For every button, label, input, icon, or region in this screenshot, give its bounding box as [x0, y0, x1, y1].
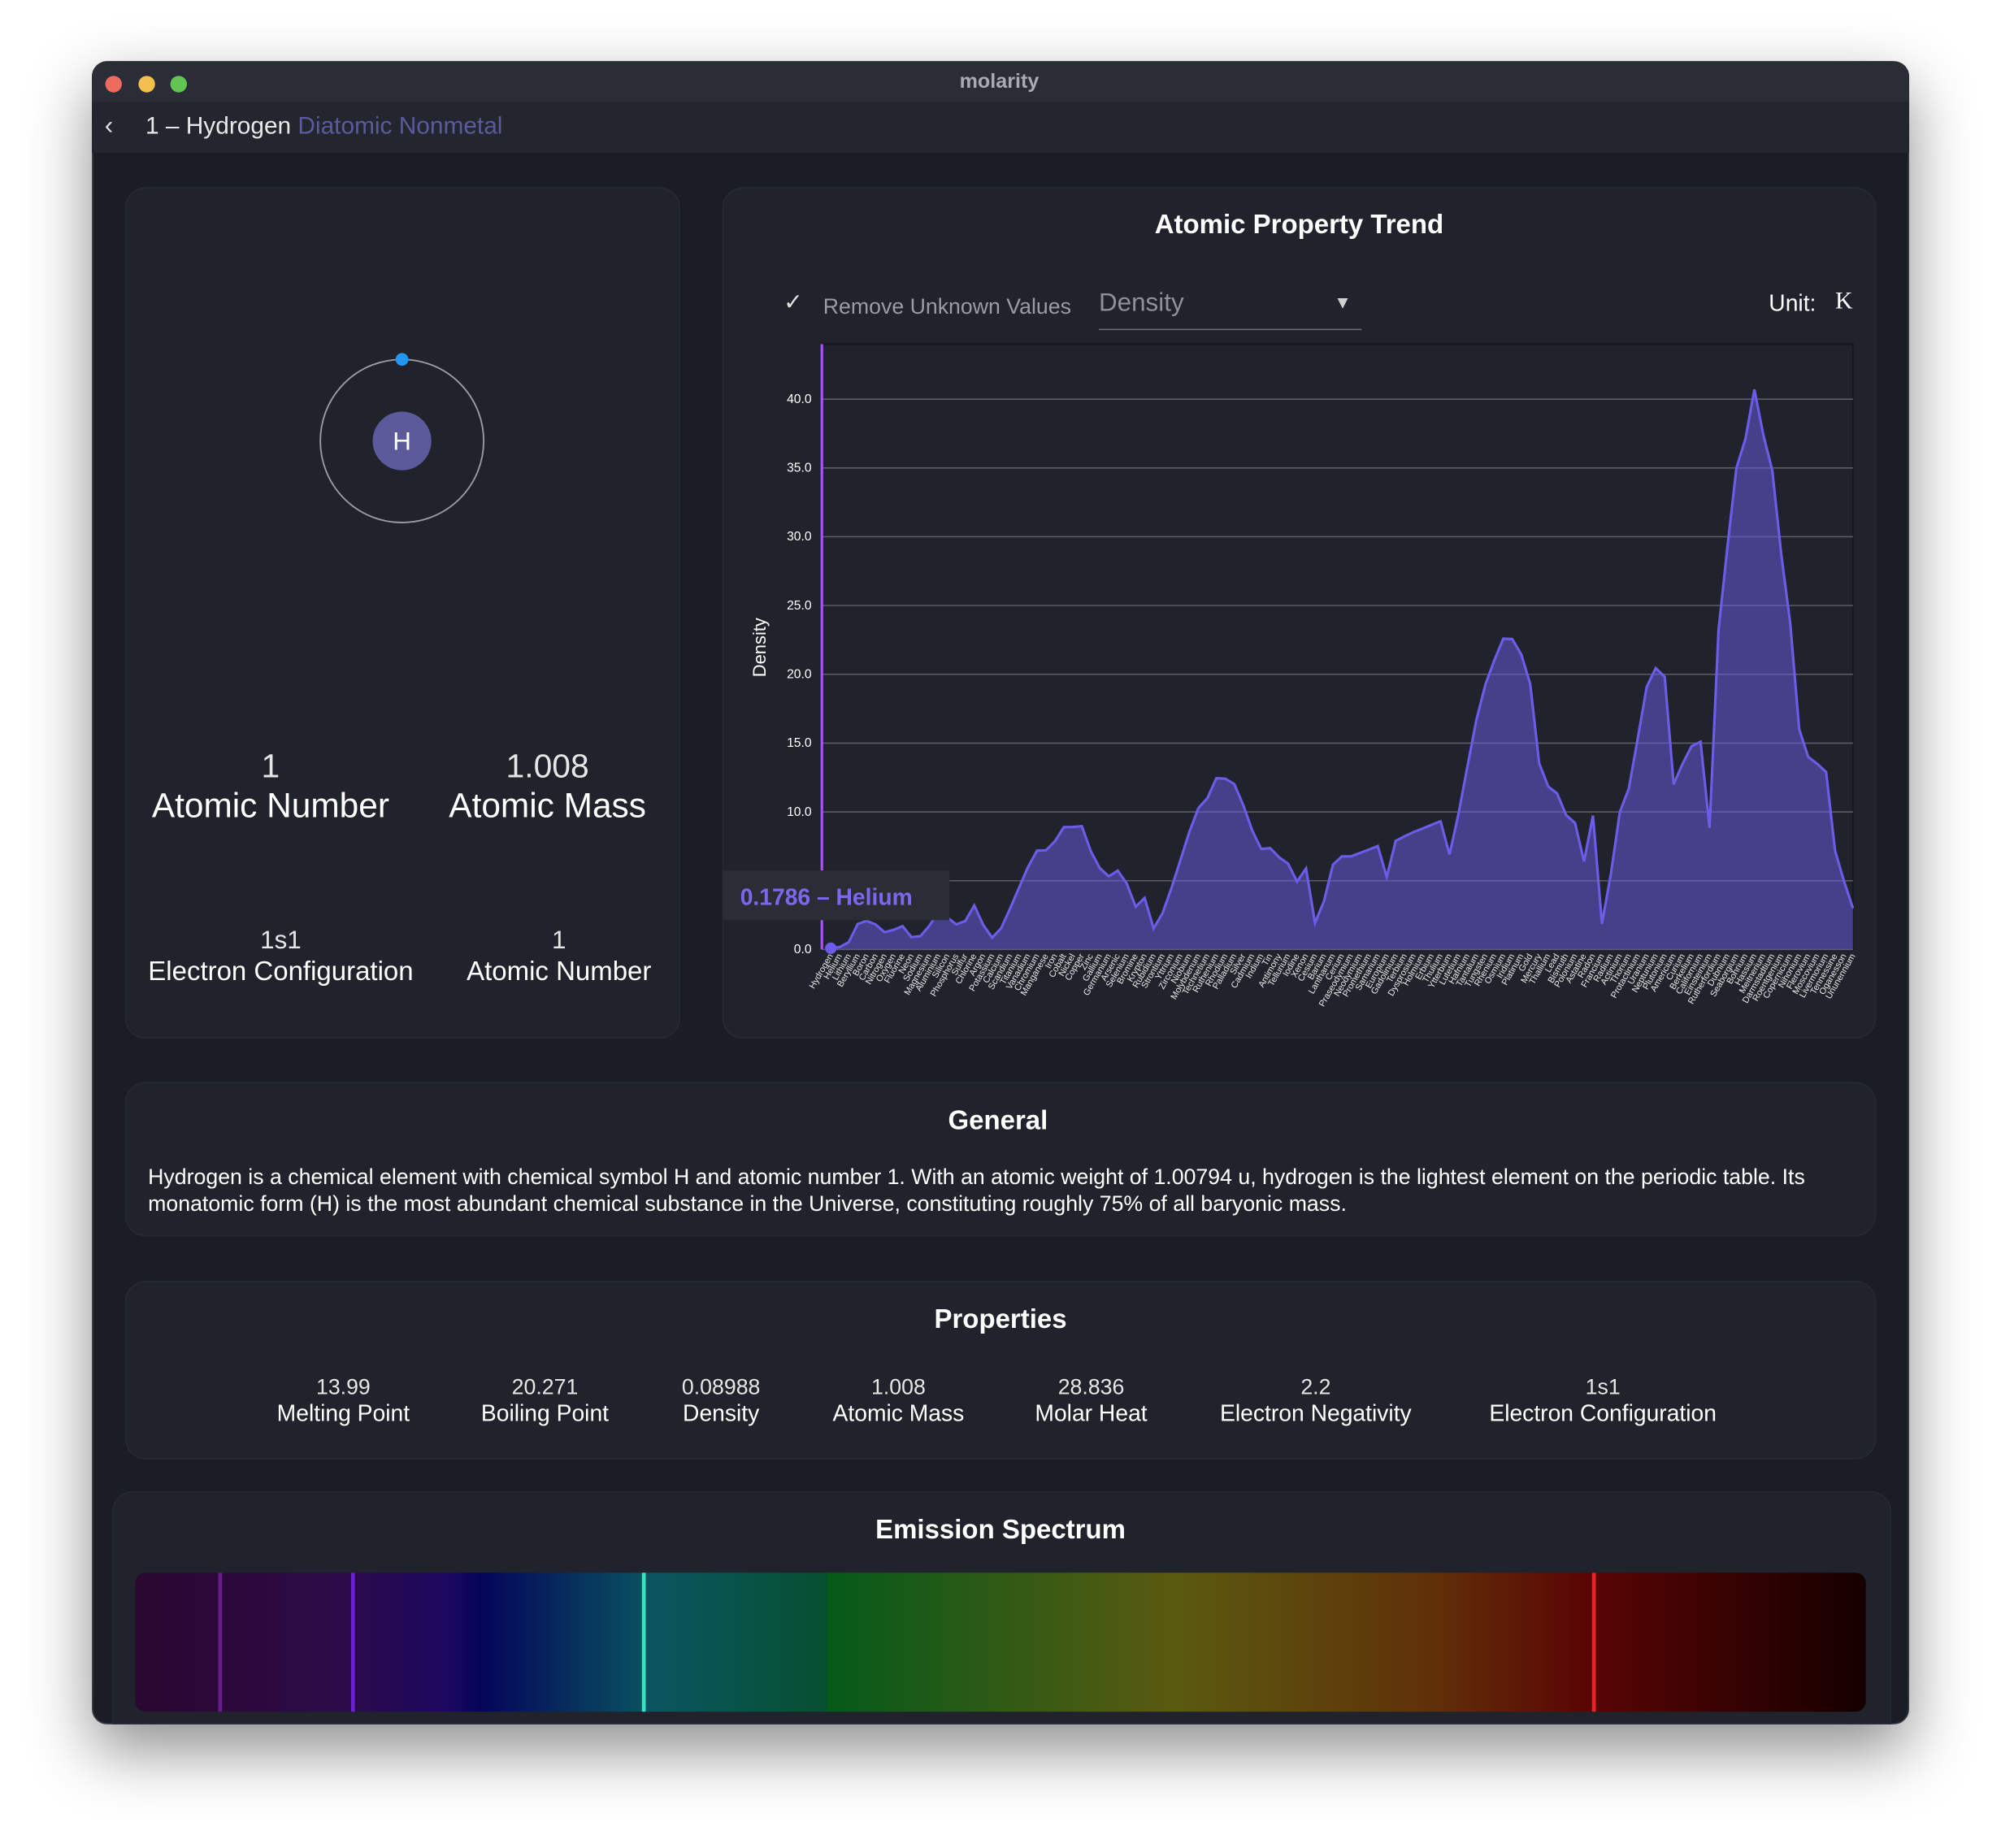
properties-title: Properties [934, 1304, 1067, 1335]
chart-title: Atomic Property Trend [1154, 210, 1444, 240]
property-value: 28.836 [1057, 1375, 1125, 1399]
property-value: 2.2 [1300, 1375, 1331, 1399]
dropdown-value: Density [1098, 289, 1184, 318]
y-tick-label: 40.0 [787, 393, 812, 406]
emission-line [350, 1573, 355, 1712]
detail-label: Electron Configuration [148, 957, 414, 987]
property-label: Electron Negativity [1220, 1400, 1412, 1426]
checkbox[interactable]: ✓ [783, 289, 803, 315]
property-label: Boiling Point [480, 1400, 610, 1426]
close-button[interactable] [105, 76, 122, 93]
window-title: molarity [959, 71, 1040, 93]
property-label: Melting Point [276, 1400, 410, 1426]
property-value: 1s1 [1585, 1375, 1621, 1399]
spectrum-title: Emission Spectrum [875, 1515, 1126, 1545]
unit-label: Unit: [1769, 290, 1817, 316]
detail-value: 1s1 [260, 926, 302, 955]
nucleus [372, 411, 432, 471]
overview-card [124, 187, 680, 1039]
y-tick-label: 20.0 [787, 667, 812, 681]
property-label: Density [683, 1400, 760, 1426]
property-dropdown[interactable]: Density ▼ [1098, 289, 1362, 331]
general-text: Hydrogen is a chemical element with chem… [148, 1165, 1805, 1217]
zoom-button[interactable] [170, 76, 188, 93]
element-category: Diatomic Nonmetal [297, 113, 503, 141]
emission-line [218, 1573, 223, 1712]
header-bar [92, 102, 1910, 154]
emission-line [641, 1573, 646, 1712]
y-tick-label: 15.0 [787, 736, 812, 750]
element-title: 1 – Hydrogen [145, 113, 292, 141]
back-button[interactable]: ‹ [104, 112, 114, 141]
y-axis-label: Density [749, 618, 770, 677]
tooltip: 0.1786 – Helium [740, 884, 913, 910]
property-value: 13.99 [315, 1375, 371, 1399]
summary-value: 1.008 [506, 747, 589, 786]
y-tick-label: 35.0 [787, 462, 812, 475]
properties-card [124, 1281, 1877, 1460]
property-label: Molar Heat [1035, 1400, 1148, 1426]
unit: K [1834, 288, 1853, 315]
header: 1 – Hydrogen Diatomic Nonmetal [145, 114, 502, 142]
spectrum-bar [135, 1573, 1866, 1712]
detail-label: Atomic Number [467, 957, 652, 987]
property-label: Atomic Mass [832, 1400, 965, 1426]
electron [395, 353, 409, 367]
general-card [124, 1082, 1877, 1237]
summary-label: Atomic Mass [449, 786, 646, 825]
property-value: 0.08988 [681, 1375, 761, 1399]
area-fill [831, 389, 1853, 950]
checkbox-label[interactable]: Remove Unknown Values [823, 294, 1071, 319]
property-value: 1.008 [871, 1375, 926, 1399]
y-tick-label: 0.0 [794, 943, 812, 957]
y-tick-label: 30.0 [787, 530, 812, 544]
atom-symbol: H [393, 427, 411, 456]
general-title: General [948, 1106, 1048, 1136]
y-tick-label: 25.0 [787, 599, 812, 613]
hover-point [825, 942, 837, 954]
summary-label: Atomic Number [151, 786, 389, 825]
emission-line [1591, 1573, 1596, 1712]
minimize-button[interactable] [138, 76, 155, 93]
summary-value: 1 [261, 747, 280, 786]
detail-value: 1 [552, 926, 566, 955]
area-line [830, 389, 1855, 950]
title-bar [92, 61, 1910, 102]
tooltip-box [722, 870, 950, 921]
property-value: 20.271 [511, 1375, 579, 1399]
chart: 0.05.010.015.020.025.030.035.040.0Densit… [218, 343, 1858, 1712]
y-tick-label: 10.0 [787, 805, 812, 819]
property-label: Electron Configuration [1489, 1400, 1717, 1426]
